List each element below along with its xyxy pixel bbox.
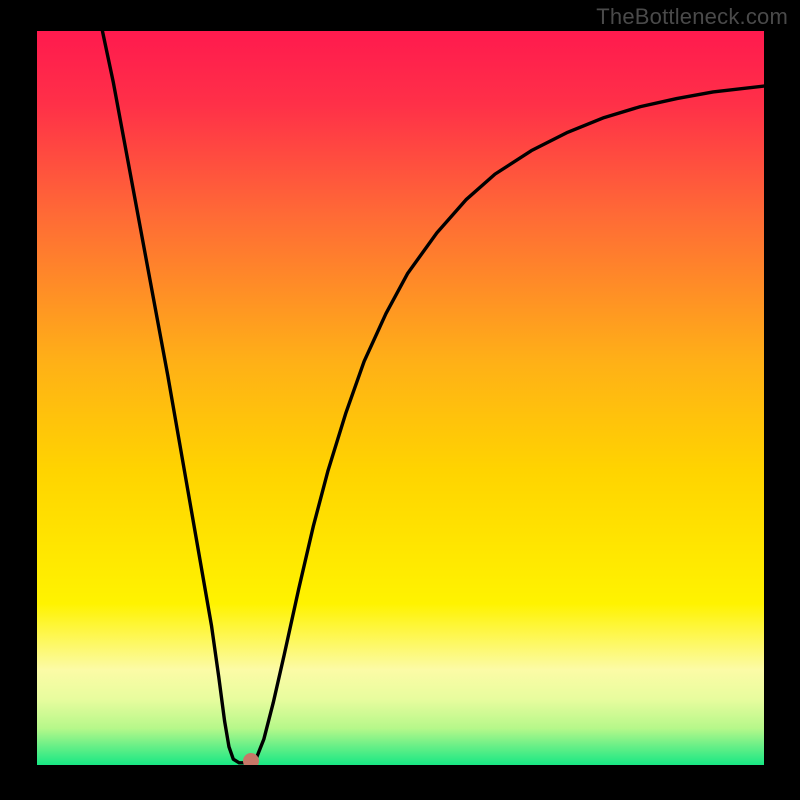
optimum-marker xyxy=(243,753,259,765)
bottleneck-curve xyxy=(37,31,764,765)
watermark-text: TheBottleneck.com xyxy=(596,4,788,30)
chart-container: TheBottleneck.com xyxy=(0,0,800,800)
curve-path xyxy=(102,31,764,763)
plot-area xyxy=(37,31,764,765)
